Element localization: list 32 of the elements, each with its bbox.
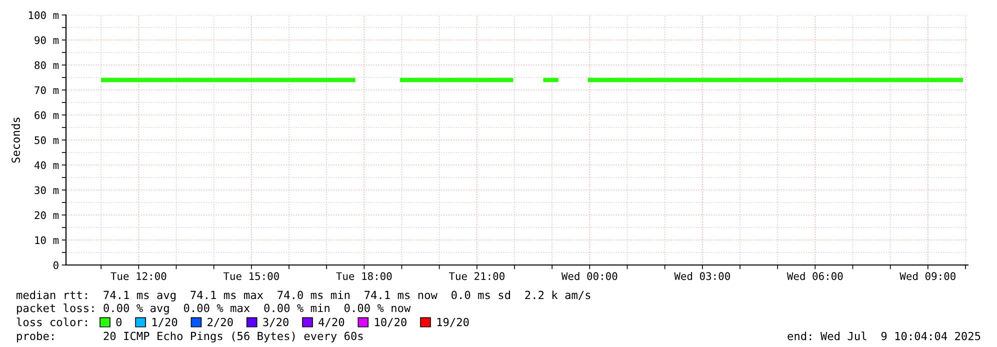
- x-tick-label: Tue 12:00: [110, 272, 166, 280]
- legend-label: 19/20: [437, 318, 469, 328]
- y-tick-label: 0: [53, 261, 58, 270]
- y-tick-label: 90 m: [34, 36, 59, 44]
- y-tick-label: 70 m: [34, 86, 59, 94]
- x-tick-label: Tue 21:00: [448, 272, 504, 280]
- y-axis-title: Seconds: [11, 118, 20, 163]
- y-tick-label: 60 m: [34, 111, 59, 120]
- y-tick-label: 20 m: [34, 211, 59, 220]
- y-tick-label: 30 m: [34, 186, 59, 194]
- legend-label: 10/20: [375, 318, 406, 328]
- y-tick-label: 10 m: [35, 236, 59, 244]
- text: probe: 20 ICMP Echo Pings (56 Bytes) every 60s: [17, 332, 363, 342]
- y-tick-label: 80 m: [34, 61, 59, 70]
- text: median rtt: 74.1 ms avg 74.1 ms max 74.0 ms min 74.1 ms now 0.0 ms sd 2.2 k am/s: [16, 290, 590, 302]
- x-tick-label: Wed 00:00: [561, 272, 618, 280]
- x-tick-label: Wed 03:00: [674, 272, 730, 280]
- legend-title: loss color:: [16, 318, 87, 326]
- legend-label: 2/20: [208, 318, 233, 328]
- text: packet loss: 0.00 % avg 0.00 % max 0.00 % min 0.00 % now: [17, 304, 411, 314]
- text: end: Wed Jul 9 10:04:04 2025: [788, 332, 980, 340]
- y-tick-label: 100 m: [28, 11, 59, 20]
- legend-label: 4/20: [318, 318, 344, 328]
- x-tick-label: Tue 15:00: [223, 272, 279, 280]
- legend-label: 1/20: [152, 318, 178, 328]
- legend-label: 0: [116, 318, 122, 326]
- y-tick-label: 40 m: [34, 161, 59, 170]
- x-tick-label: Tue 18:00: [336, 272, 392, 280]
- y-tick-label: 50 m: [34, 136, 59, 144]
- x-tick-label: Wed 09:00: [900, 272, 956, 280]
- x-tick-label: Wed 06:00: [786, 272, 843, 280]
- legend-label: 3/20: [263, 318, 288, 328]
